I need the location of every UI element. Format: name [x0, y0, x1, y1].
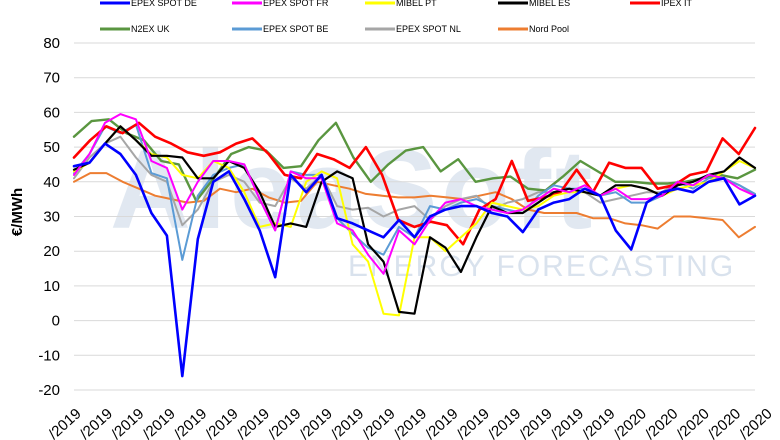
y-tick-label: 80	[43, 35, 60, 52]
x-tick-label: /2019	[579, 405, 618, 440]
y-tick-label: -20	[38, 382, 60, 399]
x-tick-label: /2019	[422, 405, 461, 440]
x-tick-label: /2019	[140, 405, 179, 440]
x-tick-label: /2019	[265, 405, 304, 440]
x-tick-label: /2019	[359, 405, 398, 440]
series-line-ipex-it	[72, 121, 757, 246]
y-tick-label: 30	[43, 209, 60, 226]
y-tick-label: 10	[43, 278, 60, 295]
legend-entry-epex-spot-de-label: EPEX SPOT DE	[131, 0, 197, 8]
y-tick-label: 60	[43, 104, 60, 121]
x-tick-label: /2020	[673, 405, 712, 440]
gridlines	[74, 42, 755, 391]
watermark-subtitle: ENERGY FORECASTING	[348, 250, 735, 283]
y-axis-ticks: -20 -10 0 10 20 30 40 50 60 70 80	[38, 35, 60, 399]
legend-entry-nord-pool-label: Nord Pool	[529, 24, 569, 34]
x-tick-label: /2020	[611, 405, 650, 440]
series-line-mibel-es	[72, 125, 757, 315]
y-tick-label: 0	[52, 313, 60, 330]
series-line-n2ex-uk	[72, 118, 757, 203]
x-tick-label: /2020	[642, 405, 681, 440]
watermark: AleaSoft ENERGY FORECASTING	[110, 127, 735, 283]
x-tick-label: /2019	[516, 405, 555, 440]
series-line-epex-spot-fr	[73, 113, 756, 275]
x-tick-label: /2019	[548, 405, 587, 440]
x-tick-label: /2019	[297, 405, 336, 440]
x-tick-label: /2020	[705, 405, 744, 440]
legend-entry-epex-spot-be-label: EPEX SPOT BE	[263, 24, 328, 34]
x-tick-label: /2019	[202, 405, 241, 440]
series-line-epex-spot-de	[72, 142, 757, 378]
x-tick-label: /2019	[45, 405, 84, 440]
legend-entry-ipex-it-label: IPEX IT	[661, 0, 693, 8]
legend-entry-epex-spot-fr-label: EPEX SPOT FR	[263, 0, 329, 8]
legend-entry-mibel-pt-label: MIBEL PT	[396, 0, 437, 8]
x-tick-label: /2019	[234, 405, 273, 440]
x-tick-label: /2019	[108, 405, 147, 440]
x-tick-label: /2019	[391, 405, 430, 440]
series-line-nord-pool	[73, 172, 756, 239]
y-tick-label: 40	[43, 174, 60, 191]
x-tick-label: /2019	[328, 405, 367, 440]
x-tick-label: /2019	[171, 405, 210, 440]
legend-entry-n2ex-uk-label: N2EX UK	[131, 24, 170, 34]
y-tick-label: 20	[43, 243, 60, 260]
legend: EPEX SPOT DE EPEX SPOT FR MIBEL PT MIBEL ES…	[100, 0, 693, 34]
series-lines	[72, 113, 757, 378]
x-tick-label: /2020	[736, 405, 775, 440]
y-tick-label: 70	[43, 70, 60, 87]
x-tick-label: /2019	[485, 405, 524, 440]
x-axis-ticks: /2019/2019/2019/2019/2019/2019/2019/2019…	[45, 405, 775, 440]
series-line-epex-spot-nl	[73, 135, 756, 227]
y-tick-label: 50	[43, 139, 60, 156]
y-tick-label: -10	[38, 347, 60, 364]
x-tick-label: /2019	[77, 405, 116, 440]
legend-entry-mibel-es-label: MIBEL ES	[529, 0, 570, 8]
y-axis-title: €/MWh	[9, 188, 26, 236]
x-tick-label: /2019	[454, 405, 493, 440]
legend-entry-epex-spot-nl-label: EPEX SPOT NL	[396, 24, 461, 34]
